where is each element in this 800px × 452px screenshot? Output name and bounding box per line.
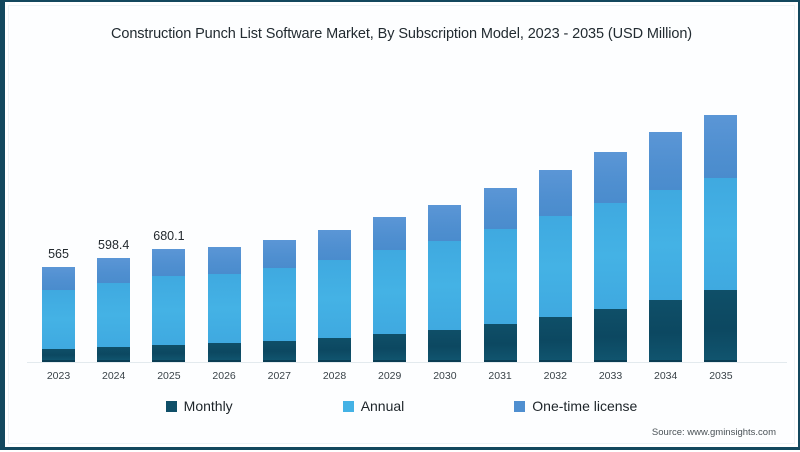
segment-one-time-license — [649, 132, 683, 190]
segment-annual — [207, 274, 241, 343]
segment-annual — [594, 203, 627, 309]
segment-one-time-license — [42, 267, 75, 290]
chart-legend: Monthly Annual One-time license — [5, 398, 798, 414]
bar-2024[interactable] — [97, 258, 131, 362]
segment-annual — [42, 290, 75, 349]
segment-one-time-license — [262, 240, 296, 268]
bar-2028[interactable] — [318, 230, 351, 362]
chart-title: Construction Punch List Software Market,… — [110, 26, 693, 42]
segment-one-time-license — [373, 217, 407, 250]
bar-2033[interactable] — [594, 152, 627, 362]
legend-label: Annual — [360, 398, 405, 414]
value-label-2025: 680.1 — [153, 229, 185, 243]
legend-item-annual[interactable]: Annual — [342, 398, 405, 414]
plot-area: 565 2023 598.4 2024 680.1 2025 2026 2027 2028 202… — [5, 2, 800, 452]
x-tick-2031: 2031 — [488, 370, 512, 382]
segment-annual — [483, 229, 517, 324]
bar-2029[interactable] — [373, 217, 407, 362]
segment-monthly — [262, 341, 296, 362]
value-label-2023: 565 — [48, 247, 69, 261]
segment-one-time-license — [538, 170, 572, 216]
x-tick-2030: 2030 — [433, 370, 457, 382]
segment-annual — [428, 241, 462, 330]
legend-swatch-icon — [514, 400, 526, 412]
x-tick-2029: 2029 — [378, 370, 402, 382]
bar-2027[interactable] — [262, 240, 296, 362]
segment-annual — [262, 268, 296, 341]
x-tick-2024: 2024 — [102, 370, 126, 382]
segment-monthly — [649, 300, 683, 362]
segment-one-time-license — [483, 188, 517, 229]
segment-monthly — [538, 317, 572, 362]
x-tick-2034: 2034 — [654, 370, 678, 382]
bar-2030[interactable] — [428, 205, 462, 362]
segment-monthly — [318, 338, 351, 362]
segment-monthly — [483, 324, 517, 362]
x-tick-2023: 2023 — [46, 370, 71, 382]
source-attribution: Source: www.gminsights.com — [651, 427, 776, 438]
bar-2026[interactable] — [207, 247, 241, 362]
legend-item-monthly[interactable]: Monthly — [165, 398, 233, 414]
segment-monthly — [207, 343, 241, 362]
x-tick-2032: 2032 — [543, 370, 567, 382]
segment-one-time-license — [704, 115, 738, 178]
segment-one-time-license — [97, 258, 131, 283]
bar-2032[interactable] — [538, 170, 572, 362]
segment-annual — [152, 276, 186, 345]
segment-one-time-license — [428, 205, 462, 241]
segment-annual — [649, 190, 683, 300]
legend-item-one-time-license[interactable]: One-time license — [514, 398, 637, 414]
value-label-2024: 598.4 — [98, 238, 130, 252]
segment-one-time-license — [318, 230, 351, 260]
segment-annual — [373, 250, 407, 334]
segment-annual — [318, 260, 351, 338]
legend-label: Monthly — [183, 398, 233, 414]
x-tick-2033: 2033 — [598, 370, 623, 382]
segment-monthly — [428, 330, 462, 362]
x-tick-2027: 2027 — [267, 370, 291, 382]
segment-one-time-license — [207, 247, 241, 274]
segment-monthly — [42, 349, 75, 362]
segment-annual — [97, 283, 131, 347]
x-tick-2035: 2035 — [709, 370, 733, 382]
x-tick-2025: 2025 — [157, 370, 181, 382]
bar-2023[interactable] — [42, 267, 75, 362]
bar-2025[interactable] — [152, 249, 186, 362]
segment-monthly — [594, 309, 627, 362]
segment-monthly — [704, 290, 738, 362]
segment-one-time-license — [594, 152, 627, 203]
legend-label: One-time license — [532, 398, 638, 414]
bar-2034[interactable] — [649, 132, 683, 362]
segment-one-time-license — [152, 249, 186, 276]
legend-swatch-icon — [165, 400, 177, 412]
axis-baseline — [27, 362, 787, 363]
legend-swatch-icon — [342, 400, 354, 412]
segment-monthly — [373, 334, 407, 362]
x-tick-2026: 2026 — [212, 370, 236, 382]
segment-monthly — [97, 347, 131, 362]
segment-annual — [704, 178, 738, 290]
segment-monthly — [152, 345, 186, 362]
segment-annual — [538, 216, 572, 317]
bar-2031[interactable] — [483, 188, 517, 362]
x-tick-2028: 2028 — [322, 370, 347, 382]
bar-2035[interactable] — [704, 115, 738, 362]
